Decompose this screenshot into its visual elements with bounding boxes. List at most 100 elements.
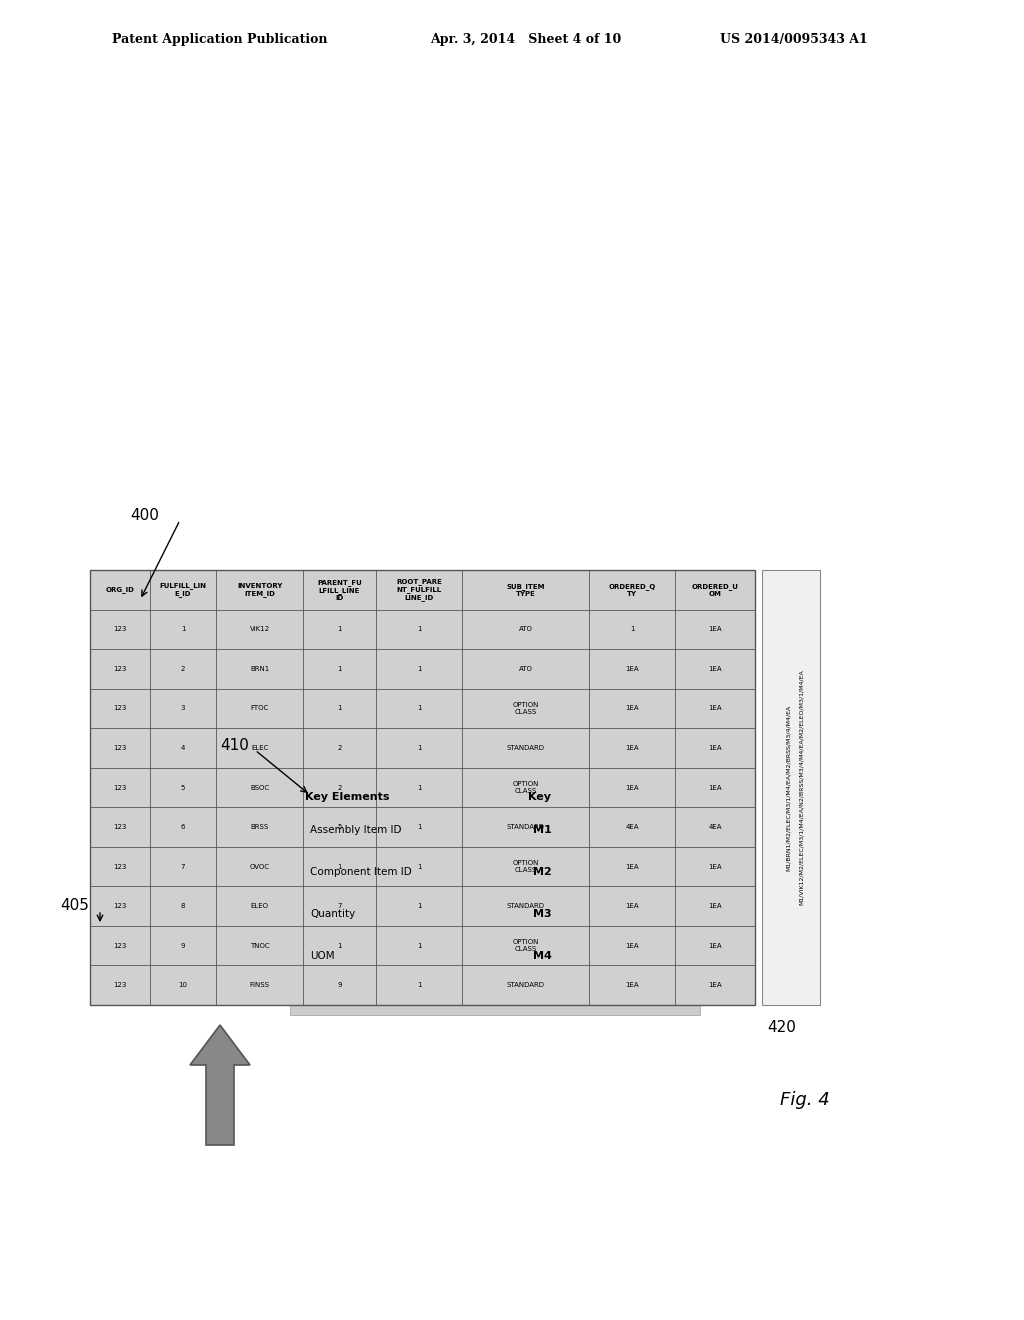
Text: Key Elements: Key Elements (305, 792, 389, 803)
Text: ATO: ATO (518, 626, 532, 632)
Text: 1EA: 1EA (626, 942, 639, 949)
Text: 4EA: 4EA (626, 824, 639, 830)
Text: 420: 420 (767, 1019, 796, 1035)
Text: OVOC: OVOC (250, 863, 269, 870)
Text: M3: M3 (532, 909, 552, 919)
Text: 1EA: 1EA (709, 665, 722, 672)
Text: 1EA: 1EA (709, 705, 722, 711)
Text: 405: 405 (60, 898, 89, 912)
Text: 1: 1 (417, 863, 422, 870)
Text: STANDARD: STANDARD (507, 903, 545, 909)
Text: 1EA: 1EA (709, 626, 722, 632)
Text: 123: 123 (114, 626, 127, 632)
Text: 1EA: 1EA (626, 863, 639, 870)
Text: 1EA: 1EA (709, 863, 722, 870)
Text: 1: 1 (181, 626, 185, 632)
Text: OPTION
CLASS: OPTION CLASS (512, 940, 539, 952)
Text: Apr. 3, 2014   Sheet 4 of 10: Apr. 3, 2014 Sheet 4 of 10 (430, 33, 622, 46)
Text: ELEC: ELEC (251, 744, 268, 751)
Text: BSOC: BSOC (250, 784, 269, 791)
Text: FINSS: FINSS (250, 982, 269, 989)
Text: Assembly Item ID: Assembly Item ID (310, 825, 401, 836)
Text: Quantity: Quantity (310, 909, 355, 919)
Text: 1: 1 (417, 705, 422, 711)
Text: STANDARD: STANDARD (507, 982, 545, 989)
Text: UOM: UOM (310, 950, 335, 961)
Text: BRSS: BRSS (251, 824, 268, 830)
Text: FTOC: FTOC (251, 705, 268, 711)
Text: 1EA: 1EA (626, 982, 639, 989)
Text: SUB_ITEM
TYPE: SUB_ITEM TYPE (506, 583, 545, 597)
Text: 5: 5 (337, 824, 342, 830)
Text: US 2014/0095343 A1: US 2014/0095343 A1 (720, 33, 867, 46)
Text: ATO: ATO (518, 665, 532, 672)
Bar (762, 570, 820, 1005)
Text: FULFILL_LIN
E_ID: FULFILL_LIN E_ID (160, 582, 207, 597)
Text: 1: 1 (417, 942, 422, 949)
Text: M1/VIK12/M2/ELEC/M3/1/M4/EA/N2/BRSS/M3/4/M4/EA/M2/ELEO/M3/1/M4/EA: M1/VIK12/M2/ELEC/M3/1/M4/EA/N2/BRSS/M3/4… (799, 669, 804, 906)
Text: 2: 2 (181, 665, 185, 672)
Text: ORDERED_U
OM: ORDERED_U OM (691, 583, 738, 597)
Text: 1: 1 (417, 784, 422, 791)
Text: 1: 1 (417, 982, 422, 989)
Text: Key: Key (527, 792, 551, 803)
Text: M4: M4 (532, 950, 552, 961)
Text: 2: 2 (337, 744, 342, 751)
Text: ORDERED_Q
TY: ORDERED_Q TY (608, 583, 655, 597)
Text: 123: 123 (114, 903, 127, 909)
Text: Component Item ID: Component Item ID (310, 867, 412, 876)
Bar (290, 775, 700, 1015)
Text: 1: 1 (337, 705, 342, 711)
Text: TNOC: TNOC (250, 942, 269, 949)
Text: 9: 9 (337, 982, 342, 989)
Text: 400: 400 (130, 507, 159, 523)
Text: 123: 123 (114, 784, 127, 791)
Text: 7: 7 (337, 903, 342, 909)
Text: 1EA: 1EA (709, 942, 722, 949)
Text: Fig. 4: Fig. 4 (780, 1092, 829, 1109)
Text: 123: 123 (114, 824, 127, 830)
Text: 6: 6 (181, 824, 185, 830)
Text: 1: 1 (337, 863, 342, 870)
Text: 1EA: 1EA (709, 744, 722, 751)
Text: M1/BRN1/M2/ELEC/M3/1/M4/EA/M2/BRSS/M3/4/M4/EA: M1/BRN1/M2/ELEC/M3/1/M4/EA/M2/BRSS/M3/4/… (785, 705, 791, 871)
Text: 4EA: 4EA (709, 824, 722, 830)
Text: 1: 1 (337, 626, 342, 632)
Text: 5: 5 (181, 784, 185, 791)
Text: 410: 410 (220, 738, 249, 752)
Text: 1EA: 1EA (626, 784, 639, 791)
Text: 7: 7 (181, 863, 185, 870)
Text: ELEO: ELEO (251, 903, 268, 909)
Text: M2: M2 (532, 867, 552, 876)
Text: 10: 10 (178, 982, 187, 989)
Text: 1: 1 (417, 824, 422, 830)
Text: 1: 1 (337, 665, 342, 672)
Text: 1EA: 1EA (709, 903, 722, 909)
Text: 3: 3 (181, 705, 185, 711)
Text: OPTION
CLASS: OPTION CLASS (512, 861, 539, 873)
Text: STANDARD: STANDARD (507, 824, 545, 830)
Text: 123: 123 (114, 744, 127, 751)
Text: 1: 1 (417, 626, 422, 632)
Text: 1EA: 1EA (626, 744, 639, 751)
Text: PARENT_FU
LFILL_LINE
ID: PARENT_FU LFILL_LINE ID (317, 579, 361, 601)
FancyArrow shape (190, 1026, 250, 1144)
Text: OPTION
CLASS: OPTION CLASS (512, 781, 539, 795)
Text: 8: 8 (181, 903, 185, 909)
Text: ROOT_PARE
NT_FULFILL
LINE_ID: ROOT_PARE NT_FULFILL LINE_ID (396, 578, 442, 601)
Text: 123: 123 (114, 942, 127, 949)
Text: 1EA: 1EA (626, 705, 639, 711)
Text: 1EA: 1EA (709, 982, 722, 989)
Text: 123: 123 (114, 863, 127, 870)
Text: 1: 1 (417, 744, 422, 751)
Text: 1: 1 (417, 665, 422, 672)
Text: STANDARD: STANDARD (507, 744, 545, 751)
Text: BRN1: BRN1 (250, 665, 269, 672)
Text: 1EA: 1EA (709, 784, 722, 791)
Text: 1: 1 (630, 626, 634, 632)
Text: 1EA: 1EA (626, 903, 639, 909)
Text: OPTION
CLASS: OPTION CLASS (512, 702, 539, 715)
Text: 123: 123 (114, 705, 127, 711)
Text: 4: 4 (181, 744, 185, 751)
Text: 1: 1 (417, 903, 422, 909)
